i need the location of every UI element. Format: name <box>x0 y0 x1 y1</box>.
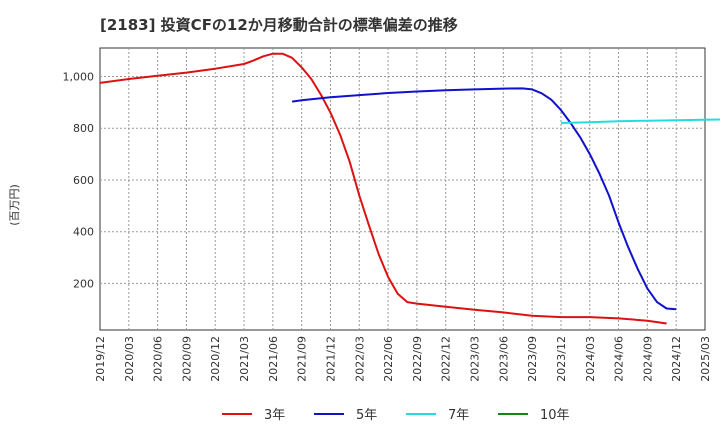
series-line-1 <box>99 52 667 325</box>
x-tick-label: 2025/03 <box>699 336 712 382</box>
plot-area <box>99 47 706 331</box>
series-lines <box>99 52 720 325</box>
y-axis: 200 400 600 800 1,000 <box>63 70 95 290</box>
x-tick-label: 2021/12 <box>324 336 337 382</box>
x-tick-label: 2024/09 <box>641 336 654 382</box>
x-tick-label: 2020/12 <box>209 336 222 382</box>
x-tick-label: 2022/06 <box>382 336 395 382</box>
x-tick-label: 2023/09 <box>526 336 539 382</box>
legend: 3年 5年 7年 10年 <box>222 408 570 423</box>
x-tick-label: 2021/03 <box>238 336 251 382</box>
x-tick-label: 2022/03 <box>353 336 366 382</box>
y-tick-label: 1,000 <box>63 70 95 83</box>
x-tick-label: 2021/09 <box>296 336 309 382</box>
y-tick-label: 200 <box>73 277 94 290</box>
x-tick-label: 2024/12 <box>670 336 683 382</box>
grid-lines <box>100 48 705 330</box>
x-tick-label: 2020/03 <box>123 336 136 382</box>
x-tick-label: 2024/06 <box>613 336 626 382</box>
series-line-3 <box>560 118 720 124</box>
y-tick-label: 400 <box>73 226 94 239</box>
chart-title: [2183] 投資CFの12か月移動合計の標準偏差の推移 <box>100 16 458 34</box>
legend-label-1: 3年 <box>264 408 285 423</box>
legend-label-2: 5年 <box>356 408 377 423</box>
x-tick-label: 2023/03 <box>469 336 482 382</box>
x-tick-label: 2022/12 <box>440 336 453 382</box>
x-tick-label: 2019/12 <box>94 336 107 382</box>
x-tick-label: 2023/12 <box>555 336 568 382</box>
x-axis: 2019/12 2020/03 2020/06 2020/09 2020/12 2021/… <box>94 336 712 382</box>
x-tick-label: 2024/03 <box>584 336 597 382</box>
x-tick-label: 2023/06 <box>497 336 510 382</box>
y-tick-label: 800 <box>73 122 94 135</box>
legend-label-3: 7年 <box>448 408 469 423</box>
y-axis-label: (百万円) <box>8 184 21 226</box>
x-tick-label: 2020/09 <box>180 336 193 382</box>
x-tick-label: 2022/09 <box>411 336 424 382</box>
legend-label-4: 10年 <box>540 408 570 423</box>
x-tick-label: 2020/06 <box>152 336 165 382</box>
x-tick-label: 2021/06 <box>267 336 280 382</box>
y-tick-label: 600 <box>73 174 94 187</box>
series-line-2 <box>291 87 677 311</box>
